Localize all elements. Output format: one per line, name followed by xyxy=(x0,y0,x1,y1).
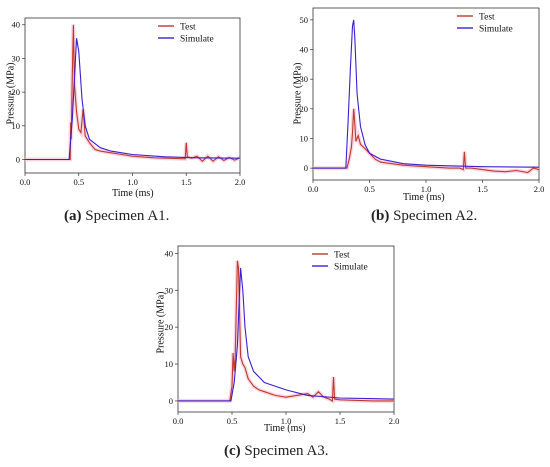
x-axis-label-a: Time (ms) xyxy=(112,188,154,199)
x-tick-label-b: 2.0 xyxy=(534,184,545,194)
legend-label-test-a: Test xyxy=(180,23,196,33)
chart-panel-a: 0.0 0.5 1.0 1.5 2.0 0 10 20 30 40 Test Simulate Pre… xyxy=(0,0,270,230)
test-halo-a xyxy=(25,24,240,164)
y-tick-label-b: 40 xyxy=(300,45,309,55)
x-tick-label-c: 1.5 xyxy=(335,416,346,426)
y-axis-label-b: Pressure (MPa) xyxy=(292,62,304,125)
y-tick-label-c: 0 xyxy=(169,396,173,406)
y-tick-label-c: 40 xyxy=(165,248,174,258)
x-tick-label-c: 1.0 xyxy=(281,416,292,426)
caption-a: (a) Specimen A1. xyxy=(64,208,169,225)
legend-label-test-b: Test xyxy=(479,13,495,23)
x-tick-label-b: 1.5 xyxy=(477,184,488,194)
caption-b: (b) Specimen A2. xyxy=(371,208,477,225)
y-tick-label-b: 50 xyxy=(300,15,309,25)
chart-panel-c: 0.0 0.5 1.0 1.5 2.0 0 10 20 30 40 Test Simulate Pre… xyxy=(150,237,420,467)
test-series-line-a xyxy=(25,24,240,162)
test-series-line-b xyxy=(313,108,539,174)
chart-panel-b: 0.0 0.5 1.0 1.5 2.0 0 10 20 30 40 50 Test Simulate P… xyxy=(275,0,550,230)
y-tick-label-b: 30 xyxy=(300,74,309,84)
y-tick-label-a: 10 xyxy=(12,121,21,131)
y-tick-label-b: 20 xyxy=(300,104,309,114)
legend-label-simulate-c: Simulate xyxy=(334,263,368,273)
y-tick-label-b: 10 xyxy=(300,133,309,143)
simulate-series-line-b xyxy=(313,19,539,169)
test-halo-c xyxy=(178,260,394,405)
x-tick-label-c: 0.5 xyxy=(227,416,238,426)
y-axis-label-a: Pressure (MPa) xyxy=(5,62,17,125)
y-tick-label-a: 20 xyxy=(12,87,21,97)
chart-svg-c: 0.0 0.5 1.0 1.5 2.0 0 10 20 30 40 Test Simulate xyxy=(165,245,400,426)
caption-text-c: Specimen A3. xyxy=(240,443,329,459)
caption-label-c: (c) xyxy=(224,443,241,459)
x-tick-label-c: 0.0 xyxy=(173,416,184,426)
simulate-series-line-c xyxy=(178,268,394,402)
caption-text-b: Specimen A2. xyxy=(389,208,478,224)
x-axis-label-b: Time (ms) xyxy=(403,192,445,203)
x-tick-label-a: 1.5 xyxy=(181,177,192,187)
legend-label-simulate-a: Simulate xyxy=(180,35,214,45)
y-tick-label-a: 0 xyxy=(16,155,20,165)
chart-svg-b: 0.0 0.5 1.0 1.5 2.0 0 10 20 30 40 50 Test Simulate xyxy=(300,7,545,194)
legend-label-simulate-b: Simulate xyxy=(479,25,513,35)
y-tick-label-c: 10 xyxy=(165,359,174,369)
chart-svg-a: 0.0 0.5 1.0 1.5 2.0 0 10 20 30 40 Test Simulate xyxy=(12,17,246,187)
y-axis-label-c: Pressure (MPa) xyxy=(155,291,167,354)
x-tick-label-b: 1.0 xyxy=(421,184,432,194)
y-tick-label-a: 30 xyxy=(12,53,21,63)
y-tick-label-b: 0 xyxy=(304,163,308,173)
x-tick-label-c: 2.0 xyxy=(389,416,400,426)
caption-text-a: Specimen A1. xyxy=(81,208,170,224)
test-series-line-c xyxy=(178,260,394,402)
x-tick-label-a: 0.5 xyxy=(73,177,84,187)
caption-label-a: (a) xyxy=(64,208,82,224)
y-tick-label-a: 40 xyxy=(12,20,21,30)
x-tick-label-b: 0.0 xyxy=(308,184,319,194)
x-tick-label-a: 1.0 xyxy=(127,177,138,187)
y-tick-label-c: 20 xyxy=(165,322,174,332)
caption-c: (c) Specimen A3. xyxy=(224,443,329,460)
x-tick-label-b: 0.5 xyxy=(364,184,375,194)
caption-label-b: (b) xyxy=(371,208,390,224)
y-tick-label-c: 30 xyxy=(165,285,174,295)
legend-label-test-c: Test xyxy=(334,251,350,261)
simulate-series-line-a xyxy=(25,38,240,161)
x-tick-label-a: 0.0 xyxy=(20,177,31,187)
x-tick-label-a: 2.0 xyxy=(235,177,246,187)
x-axis-label-c: Time (ms) xyxy=(264,423,306,434)
